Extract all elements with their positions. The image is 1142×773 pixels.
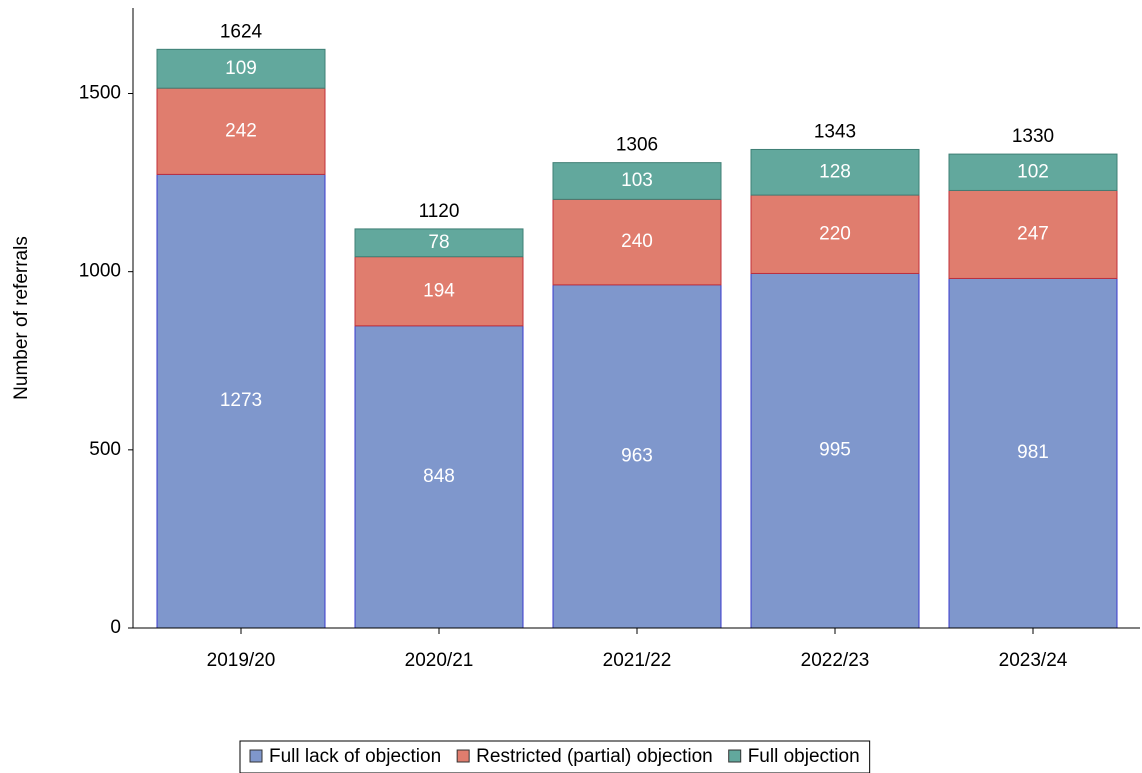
y-tick-label: 1500 (79, 83, 121, 104)
total-label: 1120 (419, 201, 460, 222)
x-tick-label: 2020/21 (405, 650, 474, 671)
legend: Full lack of objection Restricted (partia… (239, 740, 871, 773)
bar-segment (552, 284, 722, 629)
legend-swatch (249, 749, 263, 763)
bar-segment (750, 148, 920, 196)
bar-segment (750, 194, 920, 274)
total-label: 1624 (220, 21, 263, 42)
value-label: 242 (225, 120, 257, 141)
bar-segment (156, 48, 326, 89)
total-label: 1330 (1012, 126, 1054, 147)
bar-segment (948, 153, 1118, 191)
legend-label: Full objection (748, 746, 860, 767)
value-label: 995 (819, 440, 851, 461)
x-tick-label: 2019/20 (207, 650, 276, 671)
x-tick-label: 2021/22 (603, 650, 672, 671)
legend-swatch (728, 749, 742, 763)
bar-segment (552, 198, 722, 286)
value-label: 981 (1017, 442, 1049, 463)
value-label: 220 (819, 223, 851, 244)
y-tick-label: 1000 (79, 261, 121, 282)
total-label: 1306 (616, 135, 658, 156)
value-label: 247 (1017, 223, 1049, 244)
value-label: 194 (423, 280, 455, 301)
value-label: 848 (423, 466, 455, 487)
bar-segment (156, 173, 326, 629)
x-tick-label: 2023/24 (999, 650, 1068, 671)
value-label: 102 (1017, 161, 1049, 182)
legend-box (239, 740, 871, 773)
bar-segment (552, 162, 722, 200)
legend-label: Full lack of objection (269, 746, 441, 767)
value-label: 103 (621, 170, 653, 191)
y-axis-label: Number of referrals (11, 236, 32, 400)
y-tick-label: 0 (110, 617, 121, 638)
value-label: 128 (819, 161, 851, 182)
value-label: 78 (428, 232, 449, 253)
value-label: 109 (225, 58, 257, 79)
bar-segment (750, 272, 920, 629)
legend-swatch (456, 749, 470, 763)
value-label: 240 (621, 231, 653, 252)
bar-segment (354, 228, 524, 258)
legend-label: Restricted (partial) objection (476, 746, 713, 767)
y-tick-label: 500 (89, 439, 121, 460)
value-label: 1273 (220, 390, 262, 411)
value-label: 963 (621, 445, 653, 466)
x-tick-label: 2022/23 (801, 650, 870, 671)
total-label: 1343 (814, 121, 856, 142)
bar-segment (948, 277, 1118, 629)
bar-segment (156, 87, 326, 175)
